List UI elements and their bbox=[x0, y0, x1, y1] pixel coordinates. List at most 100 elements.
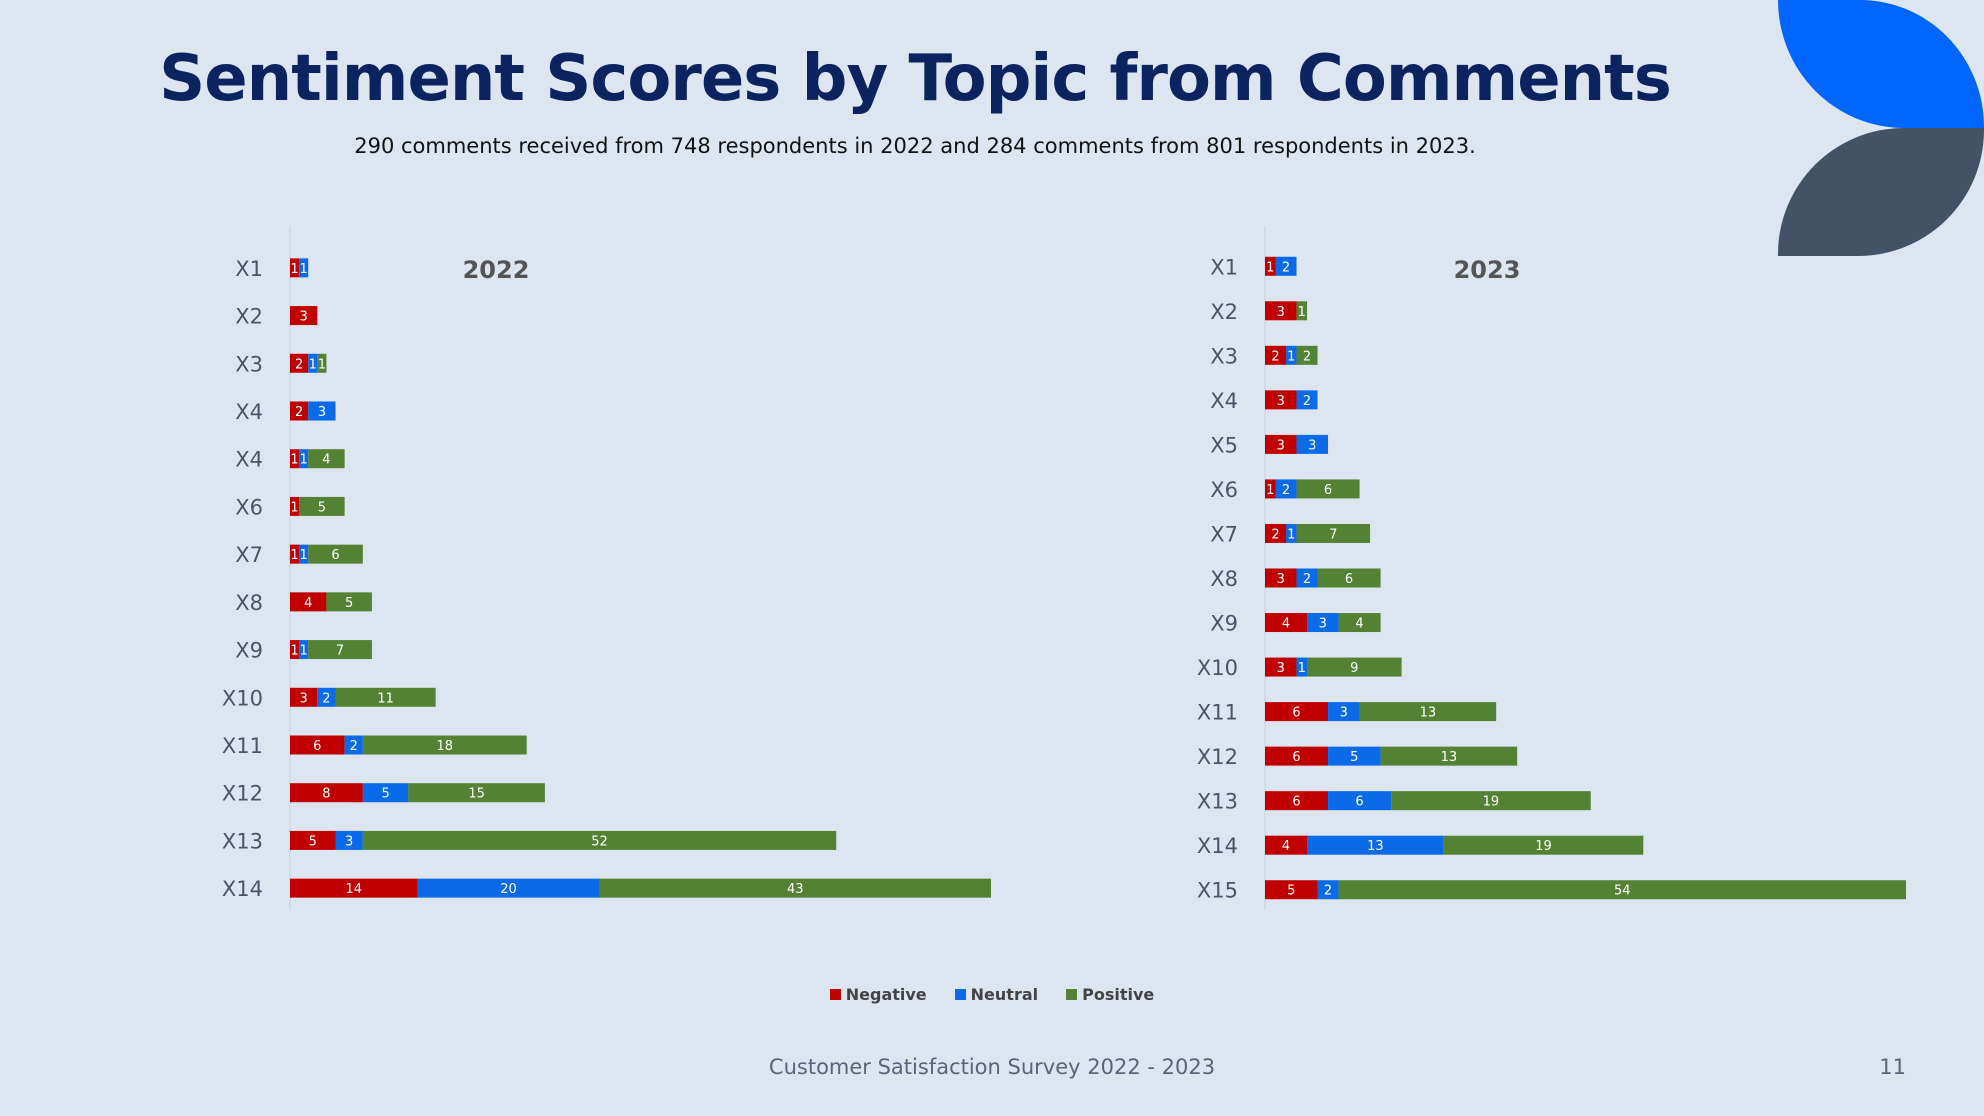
data-label: 6 bbox=[1292, 795, 1300, 810]
bar-segment-negative bbox=[290, 401, 309, 421]
bar-segment-neutral bbox=[344, 735, 363, 755]
bar-segment-negative bbox=[290, 592, 327, 612]
data-label: 3 bbox=[1277, 572, 1285, 587]
bar-segment-neutral bbox=[299, 258, 309, 278]
legend-label-neutral: Neutral bbox=[970, 985, 1039, 1004]
legend-item-positive: Positive bbox=[1066, 985, 1154, 1004]
y-tick-label: X4 bbox=[235, 400, 263, 424]
bar-segment-positive bbox=[362, 735, 527, 755]
data-label: 5 bbox=[381, 787, 389, 802]
data-label: 3 bbox=[345, 834, 353, 849]
data-label: 18 bbox=[436, 739, 453, 754]
bar-segment-positive bbox=[326, 592, 372, 612]
y-tick-label: X12 bbox=[222, 782, 263, 806]
bar-segment-positive bbox=[1380, 746, 1518, 766]
y-tick-label: X4 bbox=[235, 448, 263, 472]
bar-segment-negative bbox=[1265, 301, 1297, 321]
bar-segment-negative bbox=[1265, 434, 1297, 454]
data-label: 13 bbox=[1420, 706, 1437, 721]
y-tick-label: X11 bbox=[222, 734, 263, 758]
data-label: 52 bbox=[591, 834, 608, 849]
bar-segment-positive bbox=[317, 353, 327, 373]
data-label: 3 bbox=[1340, 706, 1348, 721]
bar-segment-positive bbox=[1338, 880, 1906, 900]
data-label: 5 bbox=[309, 834, 317, 849]
data-label: 11 bbox=[377, 691, 394, 706]
chart-title: 2022 bbox=[463, 256, 530, 284]
data-label: 3 bbox=[1319, 617, 1327, 632]
bar-segment-negative bbox=[1265, 345, 1287, 365]
legend-item-negative: Negative bbox=[829, 985, 927, 1004]
data-label: 3 bbox=[1277, 394, 1285, 409]
legend-label-negative: Negative bbox=[845, 985, 927, 1004]
data-label: 15 bbox=[468, 787, 485, 802]
y-tick-label: X2 bbox=[1210, 300, 1238, 324]
y-tick-label: X6 bbox=[235, 495, 263, 519]
data-label: 1 bbox=[1298, 305, 1306, 320]
deco-slate-leaf bbox=[1778, 128, 1984, 256]
y-tick-label: X9 bbox=[1210, 612, 1238, 636]
bar-segment-positive bbox=[362, 830, 837, 850]
chart-2023: 2023 X1 1 2 X2 3 1 X3 2 1 2 X4 3 2 X5 3 3 X6 1 2 6 X7 2 1 7 X8 3 2 6… bbox=[1185, 226, 1945, 920]
y-tick-label: X7 bbox=[1210, 522, 1238, 546]
y-tick-label: X13 bbox=[222, 829, 263, 853]
bar-segment-positive bbox=[1296, 523, 1371, 543]
bar-segment-neutral bbox=[1328, 791, 1392, 811]
y-tick-label: X6 bbox=[1210, 478, 1238, 502]
y-tick-label: X14 bbox=[222, 877, 263, 901]
y-tick-label: X7 bbox=[235, 543, 263, 567]
y-tick-label: X15 bbox=[1197, 879, 1238, 903]
data-label: 1 bbox=[300, 644, 308, 659]
bar-segment-negative bbox=[1265, 746, 1329, 766]
bar-segment-positive bbox=[308, 449, 345, 469]
data-label: 1 bbox=[300, 453, 308, 468]
data-label: 13 bbox=[1441, 750, 1458, 765]
bar-segment-neutral bbox=[417, 878, 600, 898]
bar-segment-positive bbox=[1307, 657, 1402, 677]
y-tick-label: X3 bbox=[235, 352, 263, 376]
y-tick-label: X9 bbox=[235, 639, 263, 663]
bar-segment-neutral bbox=[1296, 657, 1308, 677]
legend-label-positive: Positive bbox=[1082, 985, 1155, 1004]
data-label: 1 bbox=[1298, 661, 1306, 676]
legend-swatch-neutral bbox=[954, 989, 966, 1000]
bar-segment-negative bbox=[290, 353, 309, 373]
bar-segment-negative bbox=[1265, 523, 1287, 543]
bar-segment-neutral bbox=[1286, 345, 1297, 365]
bar-segment-positive bbox=[1296, 479, 1360, 499]
data-label: 5 bbox=[1350, 750, 1358, 765]
legend-swatch-negative bbox=[829, 989, 841, 1000]
data-label: 2 bbox=[1271, 527, 1279, 542]
data-label: 1 bbox=[300, 548, 308, 563]
data-label: 1 bbox=[1266, 483, 1274, 498]
y-tick-label: X13 bbox=[1197, 790, 1238, 814]
y-tick-label: X10 bbox=[1197, 656, 1238, 680]
footer-text: Customer Satisfaction Survey 2022 - 2023 bbox=[768, 1055, 1216, 1079]
bar-segment-neutral bbox=[335, 830, 363, 850]
y-tick-label: X8 bbox=[235, 591, 263, 615]
bar-segment-positive bbox=[1338, 613, 1381, 633]
y-tick-label: X10 bbox=[222, 686, 263, 710]
data-label: 13 bbox=[1367, 839, 1384, 854]
data-label: 4 bbox=[322, 453, 330, 468]
data-label: 5 bbox=[345, 596, 353, 611]
y-tick-label: X2 bbox=[235, 305, 263, 329]
data-label: 1 bbox=[290, 500, 298, 515]
data-label: 2 bbox=[350, 739, 358, 754]
page-title: Sentiment Scores by Topic from Comments bbox=[159, 42, 1672, 116]
y-tick-label: X14 bbox=[1197, 834, 1238, 858]
bar-segment-neutral bbox=[1296, 390, 1318, 410]
data-label: 19 bbox=[1483, 795, 1500, 810]
data-label: 1 bbox=[290, 262, 298, 277]
bar-segment-positive bbox=[599, 878, 991, 898]
bar-segment-neutral bbox=[1317, 880, 1339, 900]
bar-segment-negative bbox=[1265, 256, 1276, 276]
bar-segment-neutral bbox=[299, 640, 309, 660]
y-tick-label: X11 bbox=[1197, 701, 1238, 725]
data-label: 2 bbox=[1324, 884, 1332, 899]
data-label: 3 bbox=[1277, 661, 1285, 676]
data-label: 1 bbox=[290, 644, 298, 659]
bar-segment-positive bbox=[1296, 345, 1318, 365]
data-label: 3 bbox=[1277, 438, 1285, 453]
